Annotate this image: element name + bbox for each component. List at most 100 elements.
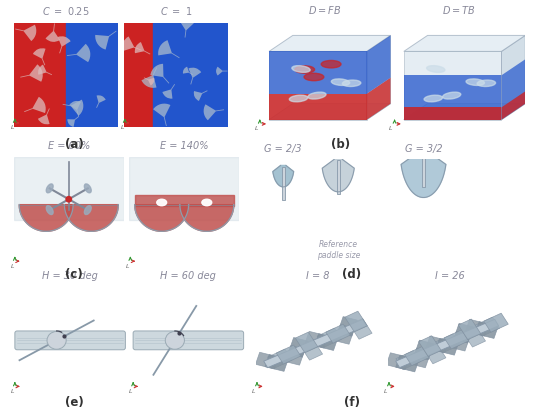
Polygon shape: [465, 319, 488, 336]
Wedge shape: [135, 43, 145, 54]
Polygon shape: [263, 319, 367, 368]
Text: $D = FB$: $D = FB$: [308, 4, 341, 16]
Text: $C\ =\ 0.25$: $C\ =\ 0.25$: [42, 5, 90, 17]
Polygon shape: [317, 328, 342, 347]
Polygon shape: [454, 324, 474, 343]
Ellipse shape: [289, 96, 307, 103]
Ellipse shape: [427, 67, 445, 73]
Polygon shape: [502, 60, 525, 120]
Wedge shape: [68, 120, 75, 128]
Bar: [129, 157, 239, 220]
Polygon shape: [315, 334, 338, 351]
Wedge shape: [194, 92, 202, 102]
Text: (d): (d): [343, 267, 361, 280]
Ellipse shape: [295, 67, 315, 74]
Circle shape: [66, 197, 72, 202]
Wedge shape: [216, 67, 223, 76]
Polygon shape: [288, 338, 308, 357]
Ellipse shape: [84, 184, 91, 193]
Text: G = 2/3: G = 2/3: [265, 143, 302, 153]
Polygon shape: [463, 326, 486, 347]
Wedge shape: [148, 79, 155, 86]
Text: E = 60%: E = 60%: [48, 141, 90, 151]
Text: H = 30 deg: H = 30 deg: [42, 270, 98, 280]
Polygon shape: [367, 36, 390, 120]
Text: L: L: [10, 388, 14, 393]
Polygon shape: [19, 205, 73, 232]
Wedge shape: [95, 36, 109, 50]
Bar: [14, 24, 66, 128]
Wedge shape: [38, 65, 47, 76]
Polygon shape: [396, 355, 419, 372]
Bar: [66, 24, 118, 128]
Text: Reference
paddle size: Reference paddle size: [317, 239, 360, 259]
Bar: [124, 24, 153, 128]
Wedge shape: [189, 68, 201, 79]
FancyBboxPatch shape: [133, 331, 244, 350]
Wedge shape: [183, 67, 189, 74]
Text: E = 140%: E = 140%: [160, 141, 208, 151]
Polygon shape: [426, 336, 449, 353]
Polygon shape: [404, 104, 525, 120]
Ellipse shape: [424, 96, 442, 103]
Polygon shape: [135, 205, 189, 232]
Polygon shape: [269, 36, 390, 52]
Text: (f): (f): [344, 395, 360, 408]
Polygon shape: [269, 104, 390, 120]
Ellipse shape: [46, 184, 53, 193]
Ellipse shape: [304, 74, 324, 81]
Wedge shape: [150, 65, 163, 78]
Polygon shape: [386, 353, 409, 370]
Wedge shape: [153, 104, 170, 118]
Wedge shape: [141, 76, 157, 89]
Polygon shape: [338, 317, 358, 336]
Polygon shape: [475, 322, 498, 339]
Polygon shape: [269, 94, 367, 120]
Polygon shape: [322, 160, 354, 192]
Polygon shape: [484, 313, 508, 333]
Polygon shape: [396, 351, 420, 370]
Bar: [153, 24, 228, 128]
Polygon shape: [269, 52, 367, 120]
Wedge shape: [23, 26, 36, 42]
Polygon shape: [265, 355, 288, 371]
Text: (c): (c): [65, 267, 83, 280]
FancyBboxPatch shape: [15, 331, 125, 350]
Polygon shape: [404, 36, 525, 52]
Ellipse shape: [443, 93, 461, 100]
Polygon shape: [285, 346, 305, 365]
Polygon shape: [411, 348, 431, 368]
Ellipse shape: [477, 81, 496, 87]
Text: $D = TB$: $D = TB$: [443, 4, 476, 16]
Ellipse shape: [202, 200, 212, 206]
Ellipse shape: [466, 80, 485, 86]
Polygon shape: [273, 166, 294, 187]
Polygon shape: [180, 205, 234, 232]
Text: (b): (b): [332, 137, 350, 151]
Polygon shape: [404, 52, 502, 120]
Wedge shape: [70, 100, 84, 117]
Ellipse shape: [46, 206, 53, 215]
Polygon shape: [444, 330, 469, 349]
Polygon shape: [268, 349, 292, 368]
Text: L: L: [120, 125, 124, 130]
Text: I = 8: I = 8: [306, 270, 329, 280]
Text: L: L: [10, 125, 14, 130]
Wedge shape: [122, 37, 134, 52]
Polygon shape: [350, 319, 372, 339]
Polygon shape: [502, 92, 525, 120]
Text: (e): (e): [65, 395, 84, 408]
Text: L: L: [255, 126, 258, 131]
Text: L: L: [126, 263, 129, 268]
Polygon shape: [395, 319, 499, 368]
Wedge shape: [97, 96, 106, 104]
Text: G = 3/2: G = 3/2: [405, 143, 442, 153]
Ellipse shape: [321, 61, 341, 69]
Polygon shape: [404, 76, 502, 120]
Text: $C\ =\ 1$: $C\ =\ 1$: [160, 5, 192, 17]
Circle shape: [47, 332, 66, 349]
Text: L: L: [10, 263, 14, 268]
Polygon shape: [475, 317, 499, 336]
Ellipse shape: [292, 67, 310, 73]
Polygon shape: [419, 336, 441, 357]
